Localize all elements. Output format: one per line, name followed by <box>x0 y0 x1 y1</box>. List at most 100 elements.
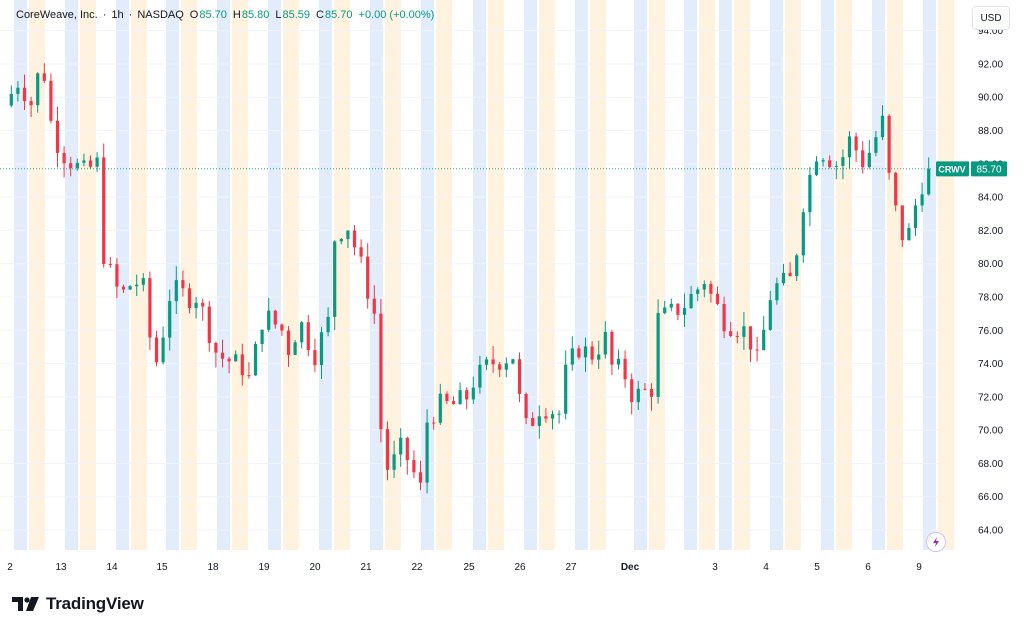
y-tick-label: 70.00 <box>978 426 1003 437</box>
candle-body <box>220 352 225 359</box>
x-tick-label: 4 <box>763 562 769 573</box>
candle-body <box>75 162 79 169</box>
candle-body <box>333 241 337 317</box>
candle-body <box>821 160 825 162</box>
y-tick-label: 72.00 <box>978 392 1003 403</box>
x-tick-label: 20 <box>309 562 321 573</box>
candle-body <box>293 342 297 355</box>
candle-body <box>181 280 185 289</box>
candle-body <box>887 115 891 173</box>
candle-body <box>62 152 66 164</box>
candle-body <box>359 247 363 257</box>
close-value: 85.70 <box>324 9 353 21</box>
premarket-band <box>131 0 147 550</box>
candle-body <box>517 359 522 395</box>
currency-label: USD <box>980 12 1002 24</box>
candle-body <box>187 288 192 309</box>
candle-body <box>854 136 858 151</box>
candle-body <box>9 93 13 106</box>
lightning-glyph <box>933 537 939 547</box>
candle-body <box>29 101 33 106</box>
candle-body <box>69 163 73 169</box>
afterhours-band <box>370 0 383 550</box>
candle-body <box>880 115 885 138</box>
afterhours-band <box>872 0 885 550</box>
candle-body <box>808 174 812 213</box>
candle-body <box>795 255 799 277</box>
candles <box>9 63 931 494</box>
high-value: 85.80 <box>241 9 270 21</box>
candle-body <box>319 332 324 366</box>
candle-body <box>418 472 423 483</box>
candle-body <box>907 227 911 241</box>
interval[interactable]: 1h <box>111 9 124 21</box>
x-tick-label: 6 <box>865 562 871 573</box>
candle-body <box>748 326 753 350</box>
candle-body <box>801 212 805 256</box>
premarket-band <box>699 0 715 550</box>
y-tick-label: 80.00 <box>978 259 1003 270</box>
y-tick-label: 76.00 <box>978 326 1003 337</box>
candle-body <box>834 165 838 167</box>
candle-body <box>696 289 700 294</box>
candle-body <box>913 205 918 228</box>
premarket-band <box>232 0 248 550</box>
lightning-icon[interactable] <box>926 532 946 552</box>
candle-body <box>240 354 244 376</box>
x-tick-label: Dec <box>621 562 640 573</box>
candle-body <box>300 322 304 343</box>
tag-price: 85.70 <box>976 164 1001 175</box>
afterhours-band <box>65 0 78 550</box>
afterhours-band <box>524 0 537 550</box>
y-tick-label: 82.00 <box>978 226 1003 237</box>
afterhours-band <box>719 0 732 550</box>
candle-body <box>451 401 456 405</box>
candle-body <box>874 137 878 153</box>
low-label: L <box>275 9 282 21</box>
open-value: 85.70 <box>199 9 227 21</box>
candle-body <box>788 272 792 277</box>
afterhours-band <box>14 0 27 550</box>
afterhours-band <box>473 0 486 550</box>
high-label: H <box>232 9 241 21</box>
candle-body <box>742 326 746 337</box>
candle-body <box>154 337 159 363</box>
exchange: NASDAQ <box>137 9 184 21</box>
last-price-tag: CRWV 85.70 <box>936 161 1007 177</box>
afterhours-band <box>821 0 834 550</box>
candle-body <box>689 293 693 309</box>
candle-body <box>280 324 284 331</box>
candle-body <box>590 346 594 360</box>
candle-body <box>128 286 132 290</box>
symbol-name[interactable]: CoreWeave, Inc. <box>16 9 98 21</box>
y-tick-label: 78.00 <box>978 292 1003 303</box>
afterhours-band <box>116 0 129 550</box>
candle-body <box>531 418 535 426</box>
y-tick-label: 66.00 <box>978 492 1003 503</box>
candle-body <box>115 264 119 287</box>
candle-body <box>894 172 898 206</box>
candle-body <box>260 329 264 344</box>
tradingview-logo[interactable]: TradingView <box>12 594 144 614</box>
candle-body <box>194 302 198 309</box>
candle-body <box>346 230 350 239</box>
y-tick-label: 90.00 <box>978 93 1003 104</box>
candle-body <box>306 322 310 351</box>
candle-body <box>564 364 568 414</box>
x-tick-label: 22 <box>411 562 423 573</box>
x-tick-label: 5 <box>814 562 820 573</box>
premarket-band <box>649 0 665 550</box>
candle-body <box>174 280 178 302</box>
currency-button[interactable]: USD <box>972 6 1010 30</box>
premarket-band <box>488 0 504 550</box>
candle-body <box>570 348 574 365</box>
afterhours-band <box>684 0 697 550</box>
y-tick-label: 88.00 <box>978 126 1003 137</box>
afterhours-band <box>268 0 281 550</box>
brand-name: TradingView <box>46 594 144 613</box>
candle-body <box>82 160 86 163</box>
candle-body <box>814 161 819 175</box>
candle-body <box>597 354 601 360</box>
candle-body <box>762 329 766 351</box>
